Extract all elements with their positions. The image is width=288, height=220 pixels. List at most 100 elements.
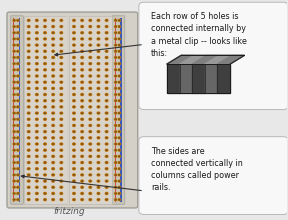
Circle shape [43,38,46,40]
Circle shape [90,57,91,58]
Circle shape [52,131,54,133]
Circle shape [28,82,29,83]
Circle shape [90,32,91,33]
Circle shape [52,26,54,28]
Circle shape [114,149,117,151]
Circle shape [52,162,54,163]
Circle shape [17,94,18,95]
Circle shape [17,100,19,102]
Circle shape [73,155,75,157]
Circle shape [81,69,84,71]
Circle shape [106,143,107,145]
Bar [69,16,112,204]
Circle shape [90,199,91,200]
Circle shape [17,199,19,201]
Circle shape [14,45,15,46]
Circle shape [44,75,46,77]
Circle shape [73,88,75,89]
Circle shape [13,131,15,133]
Circle shape [73,100,75,101]
Circle shape [43,32,46,34]
Circle shape [17,193,18,194]
Circle shape [89,32,92,34]
Circle shape [35,155,38,157]
Circle shape [44,32,46,33]
Circle shape [28,137,29,138]
Circle shape [60,100,63,102]
Circle shape [35,174,38,176]
Circle shape [98,113,99,114]
Circle shape [36,187,37,188]
Circle shape [90,69,91,70]
Circle shape [106,100,107,101]
FancyBboxPatch shape [7,12,138,208]
Circle shape [118,44,121,46]
Circle shape [52,81,54,83]
Circle shape [52,94,54,95]
Circle shape [44,44,46,46]
Circle shape [81,112,84,114]
Circle shape [97,87,100,89]
Circle shape [43,87,46,89]
Circle shape [97,75,100,77]
Circle shape [60,161,63,164]
Circle shape [14,38,15,39]
Circle shape [28,162,29,163]
Circle shape [97,155,100,157]
Circle shape [35,75,38,77]
Circle shape [98,174,99,176]
Circle shape [52,131,54,132]
Circle shape [52,168,54,170]
Text: The sides are
connected vertically in
columns called power
rails.: The sides are connected vertically in co… [151,147,243,192]
Circle shape [118,50,121,52]
Circle shape [36,75,37,77]
Circle shape [82,94,83,95]
Circle shape [17,186,19,188]
Circle shape [14,187,15,188]
Circle shape [43,63,46,65]
Circle shape [118,63,121,64]
Circle shape [98,162,99,163]
Circle shape [52,69,54,70]
Circle shape [14,143,15,145]
Circle shape [119,137,120,138]
Circle shape [60,143,62,145]
Circle shape [35,118,38,120]
Circle shape [28,26,29,27]
Circle shape [43,124,46,126]
Circle shape [81,137,84,139]
Circle shape [114,81,117,83]
Circle shape [60,124,63,126]
Circle shape [106,26,107,27]
Circle shape [60,125,62,126]
Circle shape [118,125,121,126]
Circle shape [60,168,63,170]
FancyBboxPatch shape [112,16,125,204]
Circle shape [52,106,54,108]
Circle shape [73,19,75,21]
Circle shape [14,168,15,169]
Circle shape [52,156,54,157]
Circle shape [98,150,99,151]
Text: Each row of 5 holes is
connected internally by
a metal clip -- looks like
this:: Each row of 5 holes is connected interna… [151,12,247,58]
Circle shape [27,63,30,65]
Circle shape [81,44,84,46]
Circle shape [17,187,18,188]
Circle shape [115,174,116,175]
Circle shape [105,75,108,77]
Circle shape [98,131,99,132]
Circle shape [105,155,108,157]
Circle shape [44,199,46,200]
Circle shape [36,181,37,182]
Circle shape [81,32,84,34]
Circle shape [52,32,54,33]
Circle shape [115,63,116,64]
Circle shape [28,63,29,64]
Circle shape [105,100,108,102]
Circle shape [17,63,18,64]
Circle shape [82,119,83,120]
Circle shape [106,94,107,95]
Circle shape [43,26,46,28]
Circle shape [36,199,37,200]
Circle shape [73,112,75,114]
